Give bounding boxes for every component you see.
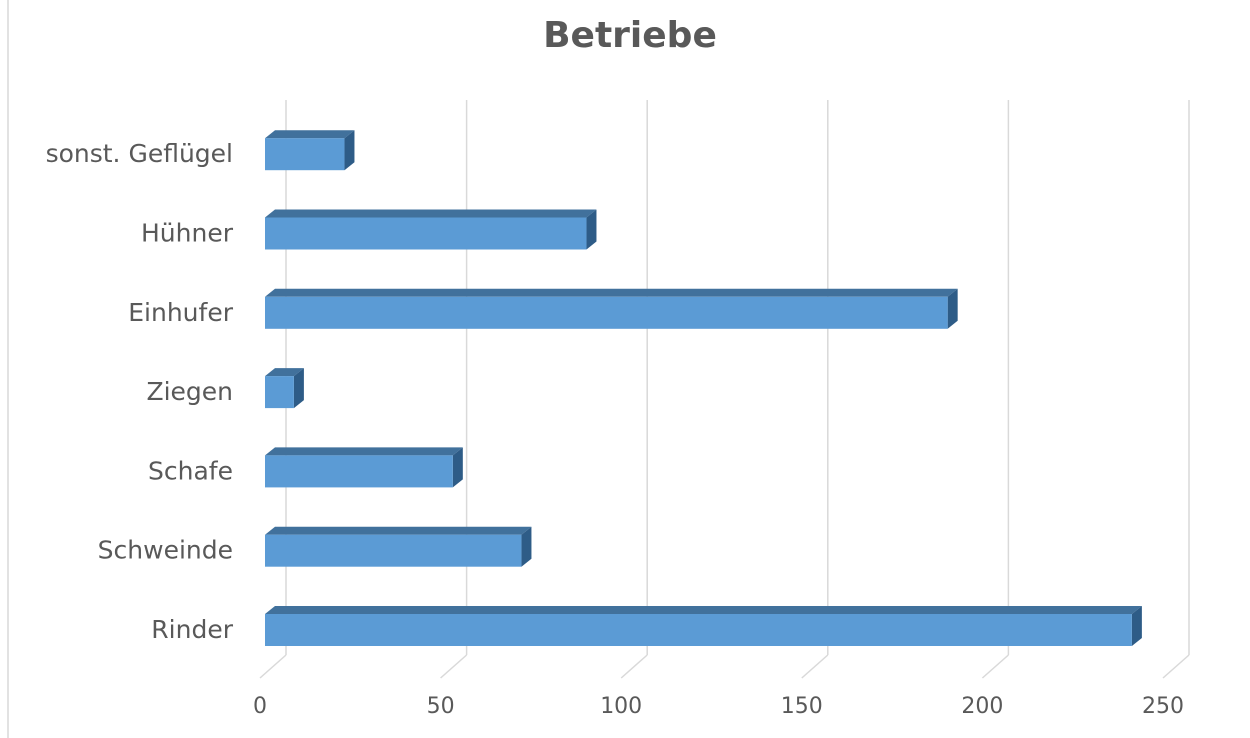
y-tick-label: Ziegen — [146, 377, 233, 406]
x-tick-label: 50 — [427, 694, 455, 719]
chart-title: Betriebe — [543, 15, 717, 56]
bar-front — [265, 296, 948, 329]
bar-front — [265, 376, 294, 409]
bar-top — [265, 209, 597, 218]
y-tick-label: Schweinde — [98, 536, 233, 565]
y-tick-label: Hühner — [141, 219, 234, 248]
bar — [265, 447, 463, 488]
bar-front — [265, 534, 522, 567]
bar-side — [947, 288, 958, 329]
bar — [265, 288, 958, 329]
bar-top — [265, 447, 463, 456]
bar-top — [265, 130, 355, 139]
x-tick-label: 0 — [253, 694, 267, 719]
bar-side — [586, 209, 597, 250]
floor-line — [1162, 654, 1190, 679]
bar-side — [1131, 606, 1142, 646]
x-tick-label: 250 — [1142, 694, 1184, 719]
floor-line — [801, 654, 829, 679]
bar-side — [452, 447, 463, 488]
bar — [265, 368, 304, 409]
bar-top — [265, 606, 1142, 614]
bar — [265, 606, 1142, 646]
floor-line — [620, 654, 648, 679]
bar-top — [265, 288, 958, 297]
bar-front — [265, 217, 587, 250]
bar-top — [265, 368, 304, 377]
floor-line — [440, 654, 468, 679]
y-tick-label: Rinder — [151, 615, 233, 644]
x-tick-label: 100 — [600, 694, 642, 719]
bar-top — [265, 526, 532, 535]
bar-side — [293, 368, 304, 409]
bar-side — [521, 526, 532, 567]
bar — [265, 209, 597, 250]
y-tick-label: Schafe — [148, 456, 233, 485]
bar-side — [344, 130, 355, 171]
floor-line — [259, 654, 287, 679]
bar-front — [265, 614, 1132, 646]
bar-front — [265, 138, 345, 171]
x-tick-label: 200 — [961, 694, 1003, 719]
y-tick-label: sonst. Geflügel — [46, 139, 233, 168]
y-tick-label: Einhufer — [128, 298, 233, 327]
bar — [265, 130, 355, 171]
bar-front — [265, 455, 453, 488]
bar — [265, 526, 532, 567]
floor-line — [981, 654, 1009, 679]
x-tick-label: 150 — [781, 694, 823, 719]
